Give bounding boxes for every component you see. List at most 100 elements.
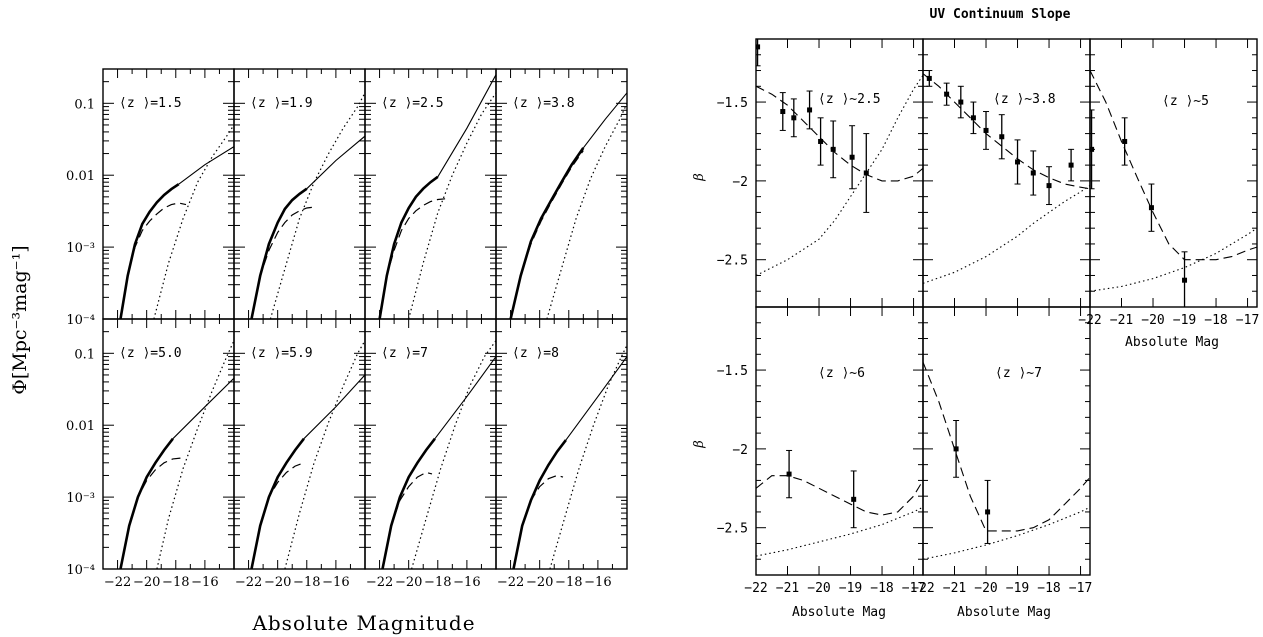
uv-x-tick-label: −22 [1078, 313, 1101, 328]
lf-curves [119, 124, 234, 319]
lf-y-tick-label: 0.01 [66, 169, 95, 184]
uv-data-point [863, 133, 870, 213]
uv-data-marker [756, 44, 761, 50]
uv-data-marker [1122, 138, 1128, 144]
uv-y-tick-label: −2.5 [717, 522, 748, 537]
lf-panel-label: ⟨z ⟩=3.8 [512, 96, 575, 111]
uv-curve [1090, 227, 1257, 292]
uv-data-marker [1090, 146, 1095, 152]
uv-data-point [850, 470, 857, 529]
uv-x-tick-label: −17 [1236, 313, 1259, 328]
uv-data-point [830, 120, 837, 179]
uv-data-point [806, 90, 813, 130]
lf-panel: ⟨z ⟩=1.5 [102, 68, 235, 320]
lf-x-tick-label: −16 [453, 575, 480, 590]
uv-x-tick-label: −18 [1204, 313, 1227, 328]
uv-panel-frame [922, 306, 1091, 576]
uv-x-tick-label: −21 [1110, 313, 1133, 328]
uv-curve [923, 506, 1090, 560]
lf-curves [119, 340, 234, 569]
lf-panel-label: ⟨z ⟩=5.0 [119, 346, 182, 361]
uv-data-marker [926, 75, 932, 81]
lf-curve [582, 92, 627, 149]
uv-data-point [1148, 183, 1155, 232]
left-y-axis-label: Φ[Mpc⁻³mag⁻¹] [9, 245, 31, 394]
uv-panel-frame [755, 306, 924, 576]
lf-panel-label: ⟨z ⟩=8 [512, 346, 559, 361]
uv-data-point [953, 420, 960, 478]
uv-data-point [790, 98, 797, 138]
uv-data-point [1121, 117, 1128, 166]
uv-data-point [849, 125, 856, 190]
uv-data-marker [958, 99, 964, 105]
lf-curves [250, 92, 365, 319]
lf-x-tick-label: −20 [395, 575, 422, 590]
lf-curves [381, 340, 496, 569]
uv-data-marker [1046, 183, 1052, 189]
lf-panel-label: ⟨z ⟩=7 [381, 346, 428, 361]
right-x-axis-label: Absolute Mag [1125, 335, 1219, 350]
lf-y-tick-label: 0.1 [74, 97, 95, 112]
uv-data-point [1181, 251, 1188, 307]
uv-x-tick-label: −17 [902, 581, 925, 596]
lf-panel-label: ⟨z ⟩=1.5 [119, 96, 182, 111]
lf-curve [512, 439, 567, 569]
uv-data-marker [791, 115, 797, 121]
uv-panel-frame [755, 38, 924, 308]
lf-curve [434, 356, 496, 440]
uv-data-marker [863, 170, 869, 176]
uv-data-point [756, 39, 761, 67]
lf-curve [119, 202, 187, 319]
lf-curves [512, 344, 627, 569]
lf-y-tick-label: 0.1 [74, 347, 95, 362]
uv-panel: ⟨z ⟩~6 [755, 306, 924, 576]
uv-data-point [926, 70, 933, 87]
uv-curve [756, 475, 923, 516]
uv-data-marker [818, 138, 824, 144]
uv-data-marker [807, 107, 813, 113]
right-figure-title: UV Continuum Slope [930, 7, 1071, 22]
uv-panel-frame [922, 38, 1091, 308]
lf-panel-label: ⟨z ⟩=1.9 [250, 96, 313, 111]
lf-curves [250, 340, 365, 569]
lf-panel: ⟨z ⟩=7 [364, 318, 497, 570]
lf-curve [250, 463, 302, 569]
lf-panel: ⟨z ⟩=3.8 [495, 68, 628, 320]
lf-x-tick-label: −18 [424, 575, 451, 590]
lf-curve [565, 356, 627, 441]
uv-x-tick-label: −20 [1141, 313, 1164, 328]
uv-curve [1090, 70, 1257, 261]
right-y-axis-label-top: β [692, 173, 707, 182]
uv-data-marker [1015, 159, 1021, 165]
lf-panel-frame [495, 318, 628, 570]
uv-data-marker [999, 134, 1005, 140]
lf-curve [381, 471, 433, 569]
uv-y-tick-label: −1.5 [717, 96, 748, 111]
uv-data-point [998, 114, 1005, 160]
uv-panel: ⟨z ⟩~3.8 [922, 38, 1091, 308]
lf-x-tick-label: −22 [235, 575, 262, 590]
lf-x-tick-label: −18 [293, 575, 320, 590]
uv-curves [1090, 70, 1257, 292]
uv-data-marker [851, 496, 857, 502]
lf-panel: ⟨z ⟩=5.0 [102, 318, 235, 570]
lf-x-tick-label: −16 [584, 575, 611, 590]
uv-slope-panels: ⟨z ⟩~2.5 ⟨z ⟩~3.8 ⟨z ⟩~5 ⟨z ⟩~6 ⟨z ⟩~7 −1.5 −2… [717, 38, 1259, 596]
uv-curve [756, 506, 923, 557]
uv-data-point [817, 117, 824, 166]
uv-curve [923, 73, 1090, 190]
lf-curve [437, 74, 496, 178]
uv-curves [756, 74, 923, 276]
uv-x-tick-label: −20 [974, 581, 997, 596]
lf-curve [510, 150, 584, 319]
uv-data-point [943, 82, 950, 106]
lf-curve [119, 457, 182, 569]
lf-curve [303, 374, 365, 440]
uv-curve [756, 74, 923, 276]
uv-data-point [1046, 166, 1053, 206]
lf-panel: ⟨z ⟩=2.5 [364, 68, 497, 320]
right-x-axis-label: Absolute Mag [957, 605, 1051, 620]
uv-data-marker [830, 146, 836, 152]
uv-panel: ⟨z ⟩~7 [922, 306, 1091, 576]
lf-x-tick-label: −22 [366, 575, 393, 590]
